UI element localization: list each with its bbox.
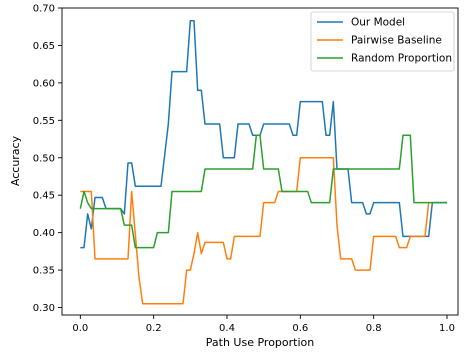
y-tick-label: 0.35 (33, 266, 55, 277)
x-tick-label: 1.0 (439, 323, 455, 334)
y-axis-label: Accuracy (9, 135, 22, 186)
x-tick-label: 0.2 (146, 323, 162, 334)
y-tick-label: 0.40 (33, 228, 55, 239)
series-line-pairwise-baseline (80, 157, 430, 305)
y-axis-ticks: 0.30 0.35 0.40 0.45 0.50 0.55 0.60 0.65 0.70 (33, 4, 62, 314)
x-axis-label: Path Use Proportion (206, 336, 314, 349)
legend: Our Model Pairwise Baseline Random Proport… (310, 11, 455, 72)
y-tick-label: 0.55 (33, 116, 55, 127)
y-tick-label: 0.30 (33, 303, 55, 314)
y-tick-label: 0.60 (33, 78, 55, 89)
x-tick-label: 0.0 (72, 323, 88, 334)
series-layer (79, 19, 447, 305)
series-line-random-proportion (79, 134, 447, 249)
x-tick-label: 0.6 (292, 323, 308, 334)
legend-label-pairwise-baseline: Pairwise Baseline (351, 35, 442, 47)
y-tick-label: 0.70 (33, 4, 55, 15)
legend-label-random-proportion: Random Proportion (351, 53, 452, 65)
legend-box (310, 11, 455, 72)
legend-label-our-model: Our Model (351, 17, 405, 29)
x-tick-label: 0.4 (219, 323, 235, 334)
x-tick-label: 0.8 (366, 323, 382, 334)
y-tick-label: 0.50 (33, 153, 55, 164)
y-tick-label: 0.45 (33, 191, 55, 202)
y-tick-label: 0.65 (33, 41, 55, 52)
series-line-our-model (80, 19, 447, 249)
legend-items: Our Model Pairwise Baseline Random Proport… (317, 17, 452, 65)
x-axis-ticks: 0.0 0.2 0.4 0.6 0.8 1.0 (72, 315, 455, 334)
